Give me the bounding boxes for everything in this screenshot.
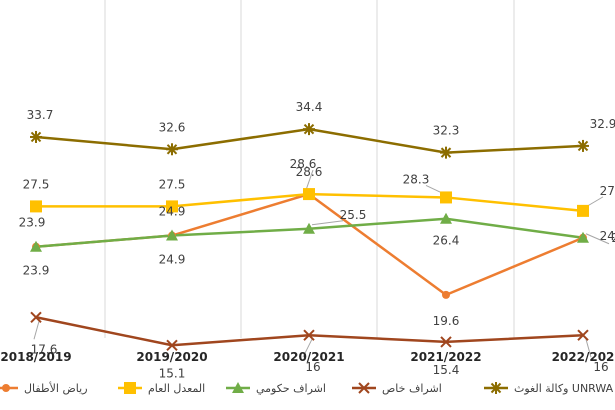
legend-item-2: المعدل العام	[118, 382, 205, 395]
x-tick-label-5: 2022/202	[552, 350, 615, 364]
marker-s4-p4	[440, 336, 452, 348]
data-label-s5-p5: 32.9	[590, 117, 615, 131]
data-label-s1-p1: 23.9	[19, 216, 46, 230]
legend-item-4: اشراف خاص	[352, 382, 442, 395]
series-line-1	[35, 192, 584, 297]
marker-s3-p1	[30, 240, 42, 252]
marker-s3-p3	[303, 222, 315, 234]
marker-s2-p1	[30, 200, 42, 213]
legend-marker-3	[232, 382, 244, 393]
marker-s5-p2	[166, 143, 178, 156]
data-labels: 23.9 24.9 28.6 19.6 24 27.5 27.5 28.6 28.3 27.1 23…	[19, 100, 615, 380]
x-tick-label-4: 2021/2022	[410, 350, 481, 364]
x-axis-tick-labels: 2018/2019 2019/2020 2020/2021 2021/2022 2022…	[0, 350, 614, 364]
data-label-s4-p5: 16	[593, 360, 608, 374]
leader-s3-p3	[311, 220, 344, 226]
marker-s4-p3	[303, 329, 315, 341]
legend-label-2: المعدل العام	[148, 382, 205, 395]
legend-label-3: اشراف حكومي	[256, 382, 326, 395]
data-label-s3-p5: 24.7	[600, 229, 615, 243]
data-label-s4-p1: 17.6	[31, 342, 58, 356]
data-label-s2-p5: 27.1	[600, 184, 615, 198]
marker-s4-p2	[166, 339, 178, 351]
marker-s3-p2	[166, 229, 178, 241]
leader-s1-p3	[305, 169, 314, 191]
data-label-s3-p1: 23.9	[23, 264, 50, 278]
marker-s2-p5	[577, 204, 589, 217]
data-label-s1-p5: 24	[611, 231, 615, 245]
marker-s2-p3	[303, 188, 315, 201]
marker-s1-p4	[442, 290, 450, 299]
data-label-s3-p2: 24.9	[159, 253, 186, 267]
data-label-s2-p2: 27.5	[159, 177, 186, 191]
x-tick-label-2: 2019/2020	[136, 350, 207, 364]
legend-label-4: اشراف خاص	[382, 382, 442, 395]
data-label-s4-p4: 15.4	[433, 363, 460, 377]
marker-s4-p5	[577, 329, 589, 341]
legend-marker-4	[358, 382, 370, 394]
data-label-s3-p3: 25.5	[340, 208, 367, 222]
data-label-s2-p1: 27.5	[23, 177, 50, 191]
marker-s5-p1	[30, 130, 42, 143]
marker-s2-p4	[440, 191, 452, 204]
legend-marker-1	[2, 384, 10, 392]
legend-item-3: اشراف حكومي	[226, 382, 326, 395]
x-tick-label-1: 2018/2019	[0, 350, 71, 364]
data-label-s5-p2: 32.6	[159, 120, 186, 134]
data-label-s3-p4: 26.4	[433, 234, 460, 248]
marker-s4-p1	[30, 311, 42, 323]
grid-lines	[104, 0, 515, 338]
marker-s2-p2	[166, 200, 178, 213]
marker-s5-p3	[303, 123, 315, 136]
data-label-s1-p2: 24.9	[159, 205, 186, 219]
series-markers	[30, 123, 589, 351]
marker-s3-p4	[440, 212, 452, 224]
legend-marker-2	[124, 382, 136, 394]
data-label-s4-p2: 15.1	[159, 366, 186, 380]
leader-s4-p5	[585, 339, 592, 358]
legend-item-5: وكالة الغوث UNRWA	[484, 382, 614, 395]
data-label-s2-p4: 28.3	[403, 172, 430, 186]
legend-label-5: وكالة الغوث UNRWA	[514, 382, 614, 395]
legend: رياض الأطفال المعدل العام اشراف حكومي اشراف…	[0, 381, 614, 395]
marker-s5-p4	[440, 146, 452, 159]
legend-item-1: رياض الأطفال	[0, 381, 88, 395]
leader-s4-p3	[302, 338, 313, 358]
data-label-s2-p3: 28.6	[296, 165, 323, 179]
data-label-s1-p3: 28.6	[290, 157, 317, 171]
data-label-s5-p4: 32.3	[433, 124, 460, 138]
legend-label-1: رياض الأطفال	[24, 381, 88, 395]
data-label-s5-p1: 33.7	[27, 108, 54, 122]
marker-s5-p5	[577, 139, 589, 152]
data-label-s5-p3: 34.4	[296, 100, 323, 114]
data-label-s1-p4: 19.6	[433, 314, 460, 328]
leader-s4-p1	[33, 321, 40, 340]
series-line-4	[35, 316, 584, 347]
legend-marker-5	[490, 382, 502, 394]
leader-s1-p5	[585, 233, 610, 245]
data-label-s4-p3: 16	[305, 360, 320, 374]
marker-s3-p5	[577, 231, 589, 243]
x-tick-label-3: 2020/2021	[273, 350, 344, 364]
